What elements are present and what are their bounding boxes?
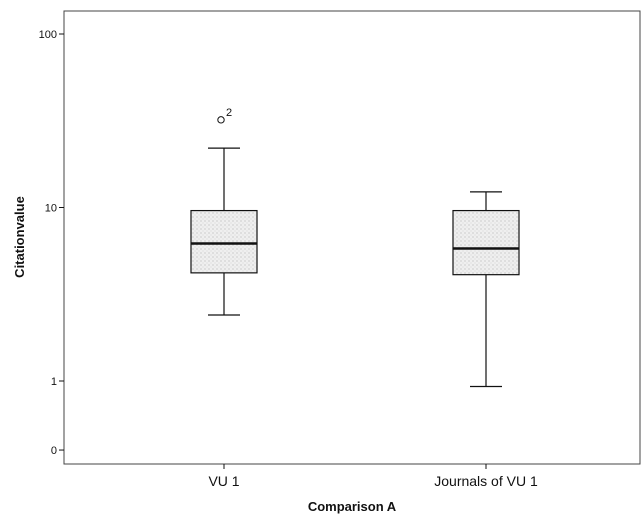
iqr-box <box>452 209 520 276</box>
y-tick-label-2: 1 <box>51 376 57 388</box>
plot-frame <box>63 10 641 465</box>
x-category-label-1: Journals of VU 1 <box>434 473 538 489</box>
x-category-label-0: VU 1 <box>208 473 239 489</box>
y-tick-label-3: 0 <box>51 445 57 457</box>
box-2 <box>452 191 520 388</box>
x-axis: VU 1 Journals of VU 1 <box>208 464 538 489</box>
y-tick-label-1: 10 <box>45 203 57 215</box>
outlier-point <box>217 116 225 124</box>
iqr-box <box>190 209 258 274</box>
y-tick-label-0: 100 <box>39 29 57 41</box>
boxes-group: 2 <box>190 107 520 388</box>
box-1: 2 <box>190 107 258 316</box>
y-axis-title: Citationvalue <box>12 196 27 278</box>
outlier-label: 2 <box>226 107 232 119</box>
x-axis-title: Comparison A <box>308 499 397 514</box>
